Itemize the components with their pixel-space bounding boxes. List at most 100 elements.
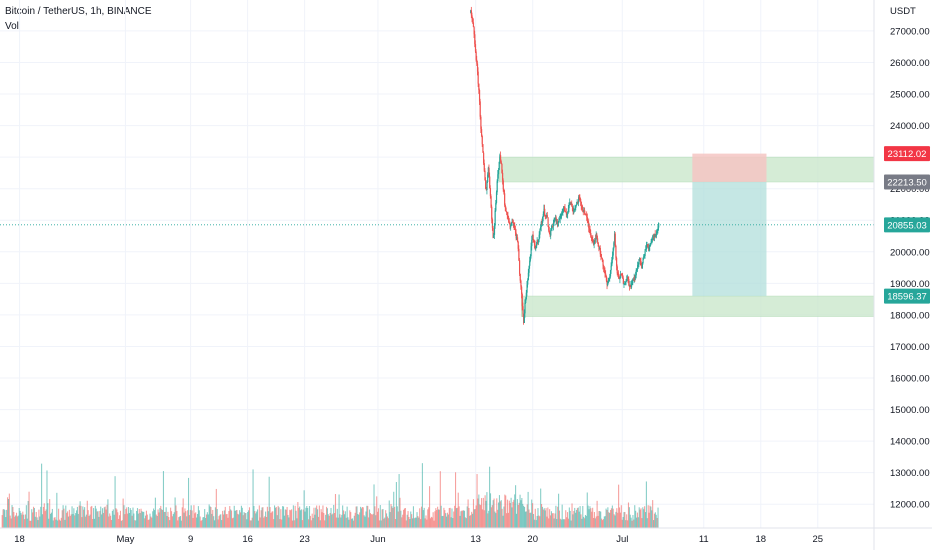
volume-bar [422,510,424,528]
volume-bar [74,515,76,528]
volume-bar [415,517,417,528]
volume-bar [565,510,567,528]
volume-bar [483,510,485,528]
candle-body [637,264,639,266]
candle-body [611,260,613,266]
volume-bar [636,512,638,528]
volume-bar [224,506,226,528]
volume-bar [396,506,398,528]
volume-bar [587,505,589,528]
volume-bar [232,517,234,528]
volume-bar [472,513,474,528]
volume-bar [7,498,10,528]
volume-bar [377,508,380,528]
volume-bar [590,508,592,528]
candle-body [566,214,568,216]
volume-bar [4,510,6,528]
volume-bar [35,511,37,528]
volume-bar [536,515,538,528]
candle-body [570,203,572,205]
volume-bar [207,514,209,528]
candle-body [504,205,506,208]
candle-body [619,277,621,279]
volume-bar [266,506,268,528]
volume-bar [52,520,54,528]
volume-bar [191,510,193,528]
candle-body [506,211,508,213]
volume-bar [402,514,404,528]
volume-bar [37,520,39,528]
candle-body [562,209,564,212]
target-price-tag: 18596.37 [887,292,927,303]
candle-body [624,282,627,284]
volume-bar [19,510,21,528]
volume-bar [406,514,408,528]
volume-bar [560,519,562,528]
candle-body [596,234,598,239]
volume-bar [33,508,35,528]
volume-bar [471,511,473,528]
volume-bar [429,486,431,528]
candle-body [550,229,552,236]
volume-bar [477,498,479,528]
volume-bar [99,510,101,528]
volume-bar [576,508,578,528]
volume-bar [564,519,566,528]
volume-bar [412,506,414,528]
candle-body [478,83,480,91]
volume-bar [598,511,600,528]
volume-bar [73,508,75,528]
volume-bar [51,508,53,528]
volume-bar [361,507,363,528]
candle-body [603,267,606,272]
volume-bar [26,518,28,528]
volume-bar [397,511,399,528]
volume-bar [515,485,517,528]
candle-body [626,276,629,280]
volume-bar [653,520,655,528]
y-tick-label: 16000.00 [890,374,930,385]
volume-bar [291,509,293,528]
candle-body [590,236,593,238]
volume-bar [252,469,254,528]
volume-bar [256,511,258,528]
volume-bar [347,517,349,528]
volume-bar [639,509,641,528]
volume-bar [306,506,308,528]
volume-bar [647,505,649,528]
volume-bar [485,500,487,528]
volume-bar [502,515,504,528]
candle-body [565,212,568,215]
last-price-tag-bg [884,217,930,233]
volume-bar [581,518,583,528]
volume-bar [479,504,481,528]
volume-bar [620,505,622,528]
x-tick-label: 18 [14,534,25,545]
volume-bar [549,515,552,528]
volume-bar [515,513,518,528]
volume-bar [32,512,34,528]
x-tick-label: 11 [699,534,709,545]
candle-body [648,246,650,249]
volume-bar [21,514,23,528]
volume-bar [561,504,563,528]
candle-body [491,219,494,228]
volume-bar [145,510,147,528]
candle-body [634,277,636,279]
volume-bar [300,509,302,528]
volume-bar [373,484,375,528]
candle-body [555,217,557,222]
volume-bar [299,510,302,528]
candle-body [603,265,605,268]
candle-body [474,44,477,52]
volume-bar [221,520,223,528]
volume-bar [505,495,507,528]
volume-bar [333,504,335,528]
candle-body [569,202,572,205]
volume-bar [346,506,348,528]
candle-body [618,277,620,279]
volume-bar [622,516,624,528]
volume-bar [523,506,526,528]
volume-bar [498,495,501,528]
